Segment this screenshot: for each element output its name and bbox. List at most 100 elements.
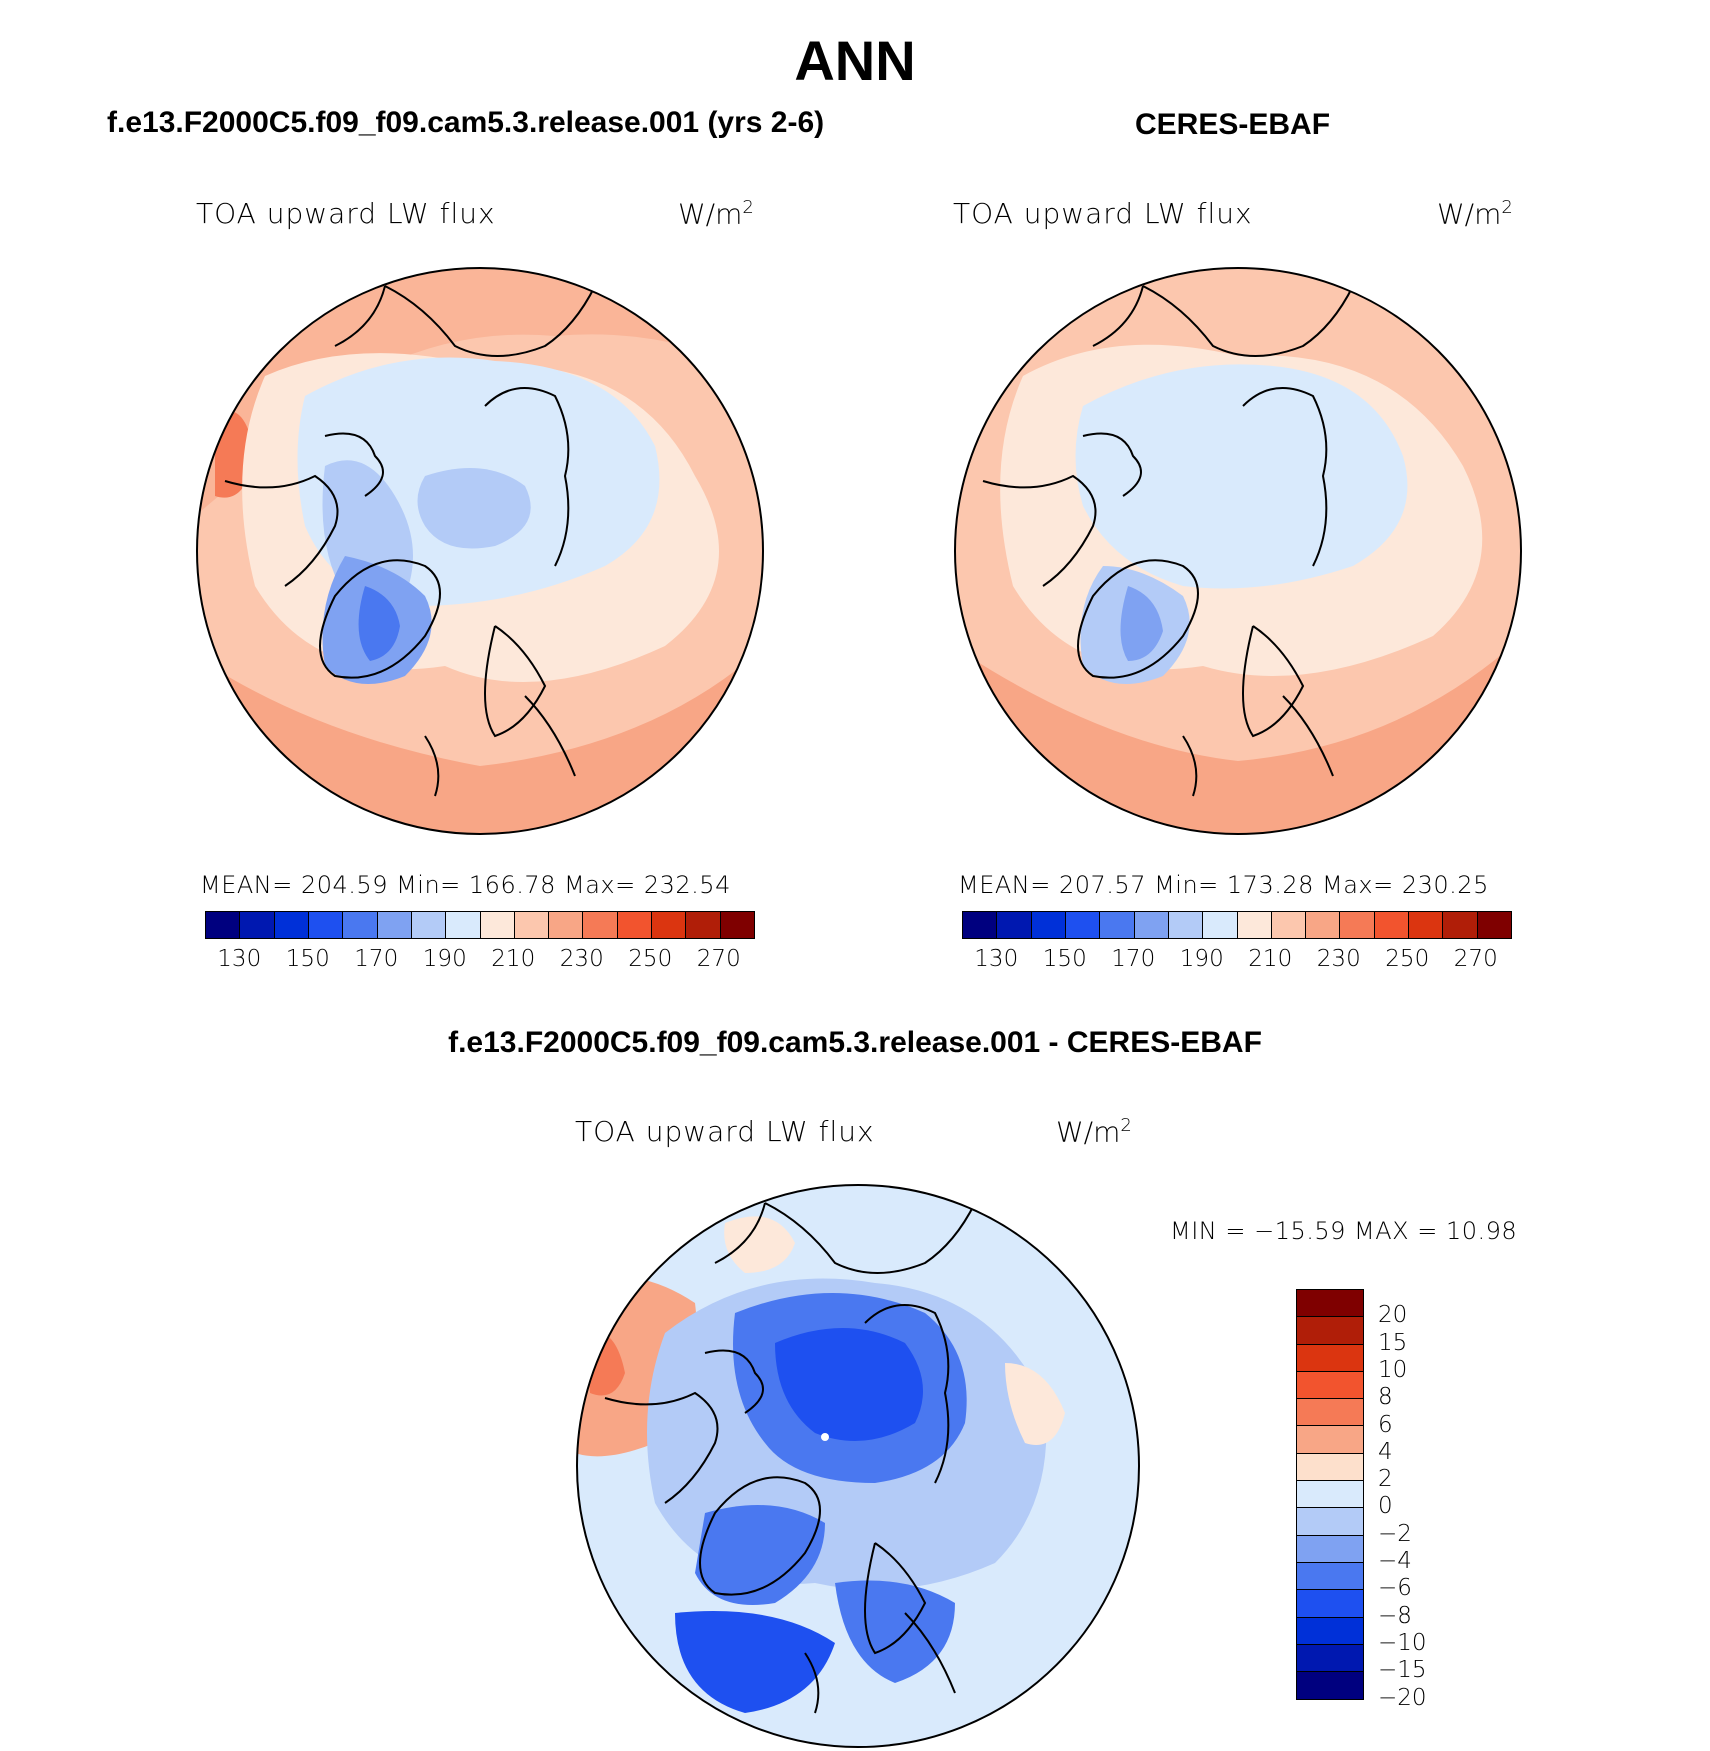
colorbar-tick-label: −15 — [1378, 1657, 1427, 1684]
obs-polar-map — [954, 267, 1522, 835]
model-units-label: W/m2 — [678, 197, 754, 231]
model-polar-map — [196, 267, 764, 835]
colorbar-tick-label: 150 — [1042, 946, 1087, 972]
colorbar-swatch — [308, 912, 344, 938]
colorbar-swatch — [446, 912, 481, 938]
colorbar-tick-label: 0 — [1378, 1493, 1393, 1520]
colorbar-swatch — [1297, 1399, 1363, 1427]
colorbar-tick-label: 250 — [628, 946, 673, 972]
colorbar-tick-label: 190 — [1179, 946, 1224, 972]
diff-units-label: W/m2 — [1056, 1115, 1132, 1149]
colorbar-tick-label: 210 — [491, 946, 536, 972]
colorbar-swatch — [343, 912, 378, 938]
obs-colorbar-ticks: 130 150 170 190 210 230 250 270 — [962, 946, 1510, 976]
obs-variable-label: TOA upward LW flux — [953, 197, 1253, 230]
colorbar-tick-label: 170 — [354, 946, 399, 972]
colorbar-swatch — [1477, 912, 1511, 938]
colorbar-swatch — [1306, 912, 1341, 938]
colorbar-swatch — [1340, 912, 1375, 938]
colorbar-tick-label: 250 — [1385, 946, 1430, 972]
colorbar-tick-label: 10 — [1378, 1356, 1408, 1383]
colorbar-swatch — [1297, 1481, 1363, 1509]
main-title: ANN — [794, 29, 916, 92]
colorbar-tick-label: 8 — [1378, 1384, 1393, 1411]
colorbar-swatch — [1297, 1535, 1363, 1563]
colorbar-swatch — [1168, 912, 1204, 938]
colorbar-swatch — [1065, 912, 1101, 938]
colorbar-tick-label: 270 — [1453, 946, 1498, 972]
colorbar-swatch — [1031, 912, 1066, 938]
colorbar-swatch — [1297, 1590, 1363, 1618]
colorbar-swatch — [1409, 912, 1444, 938]
model-colorbar-ticks: 130 150 170 190 210 230 250 270 — [205, 946, 753, 976]
colorbar-tick-label: 130 — [974, 946, 1019, 972]
colorbar-swatch — [549, 912, 584, 938]
model-variable-label: TOA upward LW flux — [196, 197, 496, 230]
colorbar-swatch — [1297, 1317, 1363, 1345]
colorbar-tick-label: −10 — [1378, 1629, 1427, 1656]
colorbar-swatch — [206, 912, 241, 938]
diff-colorbar — [1296, 1289, 1364, 1701]
colorbar-tick-label: 6 — [1378, 1411, 1393, 1438]
model-panel-title: f.e13.F2000C5.f09_f09.cam5.3.release.001… — [107, 106, 825, 139]
colorbar-swatch — [1297, 1371, 1363, 1400]
colorbar-swatch — [1100, 912, 1135, 938]
colorbar-swatch — [997, 912, 1032, 938]
colorbar-tick-label: 170 — [1111, 946, 1156, 972]
colorbar-swatch — [1297, 1562, 1363, 1591]
model-colorbar — [205, 911, 755, 939]
colorbar-tick-label: 190 — [422, 946, 467, 972]
colorbar-tick-label: −2 — [1378, 1520, 1412, 1547]
colorbar-tick-label: 230 — [1316, 946, 1361, 972]
colorbar-swatch — [617, 912, 653, 938]
colorbar-swatch — [514, 912, 550, 938]
colorbar-swatch — [720, 912, 754, 938]
colorbar-swatch — [1134, 912, 1169, 938]
colorbar-swatch — [480, 912, 515, 938]
colorbar-swatch — [1297, 1426, 1363, 1454]
colorbar-swatch — [652, 912, 687, 938]
colorbar-swatch — [1203, 912, 1238, 938]
colorbar-swatch — [1297, 1453, 1363, 1482]
colorbar-tick-label: 150 — [285, 946, 330, 972]
diff-polar-map — [576, 1184, 1140, 1748]
colorbar-swatch — [377, 912, 412, 938]
diff-panel-title: f.e13.F2000C5.f09_f09.cam5.3.release.001… — [448, 1026, 1262, 1059]
colorbar-tick-label: −20 — [1378, 1684, 1427, 1711]
obs-panel-title: CERES-EBAF — [1135, 108, 1331, 141]
diff-stats: MIN = −15.59 MAX = 10.98 — [1170, 1217, 1518, 1245]
colorbar-tick-label: −4 — [1378, 1548, 1412, 1574]
colorbar-swatch — [1297, 1617, 1363, 1645]
colorbar-swatch — [1443, 912, 1478, 938]
colorbar-tick-label: 2 — [1378, 1466, 1393, 1493]
colorbar-swatch — [1374, 912, 1410, 938]
obs-stats: MEAN= 207.57 Min= 173.28 Max= 230.25 — [958, 871, 1489, 899]
obs-units-label: W/m2 — [1437, 197, 1513, 231]
diff-variable-label: TOA upward LW flux — [575, 1115, 875, 1148]
model-stats: MEAN= 204.59 Min= 166.78 Max= 232.54 — [200, 871, 731, 899]
colorbar-swatch — [1297, 1672, 1363, 1700]
diff-colorbar-ticks: 20 15 10 8 6 4 2 0 −2 −4 −6 −8 −10 −15 −20 — [1378, 1289, 1478, 1710]
colorbar-swatch — [1271, 912, 1307, 938]
colorbar-swatch — [963, 912, 998, 938]
colorbar-tick-label: 130 — [217, 946, 262, 972]
colorbar-tick-label: −8 — [1378, 1602, 1412, 1629]
colorbar-tick-label: 20 — [1378, 1302, 1408, 1329]
colorbar-swatch — [1297, 1344, 1363, 1372]
colorbar-tick-label: 210 — [1248, 946, 1293, 972]
colorbar-swatch — [274, 912, 309, 938]
obs-colorbar — [962, 911, 1512, 939]
colorbar-tick-label: 4 — [1378, 1438, 1393, 1465]
colorbar-swatch — [240, 912, 275, 938]
colorbar-tick-label: 230 — [559, 946, 604, 972]
colorbar-tick-label: 270 — [696, 946, 741, 972]
colorbar-tick-label: 15 — [1378, 1329, 1408, 1356]
colorbar-swatch — [1297, 1644, 1363, 1673]
colorbar-swatch — [583, 912, 618, 938]
colorbar-swatch — [1237, 912, 1272, 938]
colorbar-swatch — [686, 912, 721, 938]
colorbar-swatch — [1297, 1290, 1363, 1318]
colorbar-swatch — [411, 912, 447, 938]
colorbar-tick-label: −6 — [1378, 1575, 1412, 1602]
colorbar-swatch — [1297, 1508, 1363, 1536]
